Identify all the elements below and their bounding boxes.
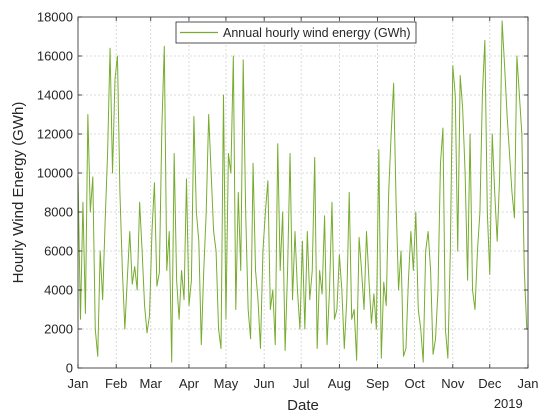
x-tick-label: Jul (293, 376, 310, 391)
x-tick-label: Sep (366, 376, 389, 391)
y-tick-label: 18000 (37, 10, 73, 25)
y-tick-label: 6000 (44, 244, 73, 259)
y-tick-label: 0 (66, 361, 73, 376)
y-axis-label: Hourly Wind Energy (GWh) (10, 102, 27, 284)
y-tick-label: 12000 (37, 127, 73, 142)
x-tick-label: Apr (179, 376, 200, 391)
x-tick-label: May (214, 376, 239, 391)
y-tick-label: 10000 (37, 166, 73, 181)
x-tick-label: Aug (328, 376, 351, 391)
x-tick-label: Jan (518, 376, 539, 391)
legend-entry: Annual hourly wind energy (GWh) (223, 26, 411, 40)
series-layer (77, 20, 528, 363)
y-tick-label: 2000 (44, 322, 73, 337)
series-line-0 (77, 20, 528, 363)
legend: Annual hourly wind energy (GWh) (175, 21, 417, 44)
x-tick-label: Dec (478, 376, 502, 391)
y-axis-ticks: 0 2000 4000 6000 8000 10000 12000 14000 16000 180… (37, 10, 528, 376)
x-axis-label: Date (287, 397, 319, 414)
y-tick-label: 16000 (37, 49, 73, 64)
x-tick-label: Jun (254, 376, 275, 391)
legend-box (175, 21, 417, 44)
y-tick-label: 8000 (44, 205, 73, 220)
y-tick-label: 14000 (37, 88, 73, 103)
x-tick-label: Mar (140, 376, 163, 391)
plot-frame (77, 16, 529, 369)
grid-lines (78, 17, 528, 368)
x-tick-label: Feb (105, 376, 127, 391)
y-tick-label: 4000 (44, 283, 73, 298)
x-tick-label: Jan (68, 376, 89, 391)
x-tick-label: Oct (404, 376, 425, 391)
x-axis-ticks: Jan Feb Mar Apr May Jun Jul Aug Sep Oct Nov Dec Jan (68, 17, 539, 391)
year-label: 2019 (494, 396, 523, 411)
x-tick-label: Nov (441, 376, 465, 391)
